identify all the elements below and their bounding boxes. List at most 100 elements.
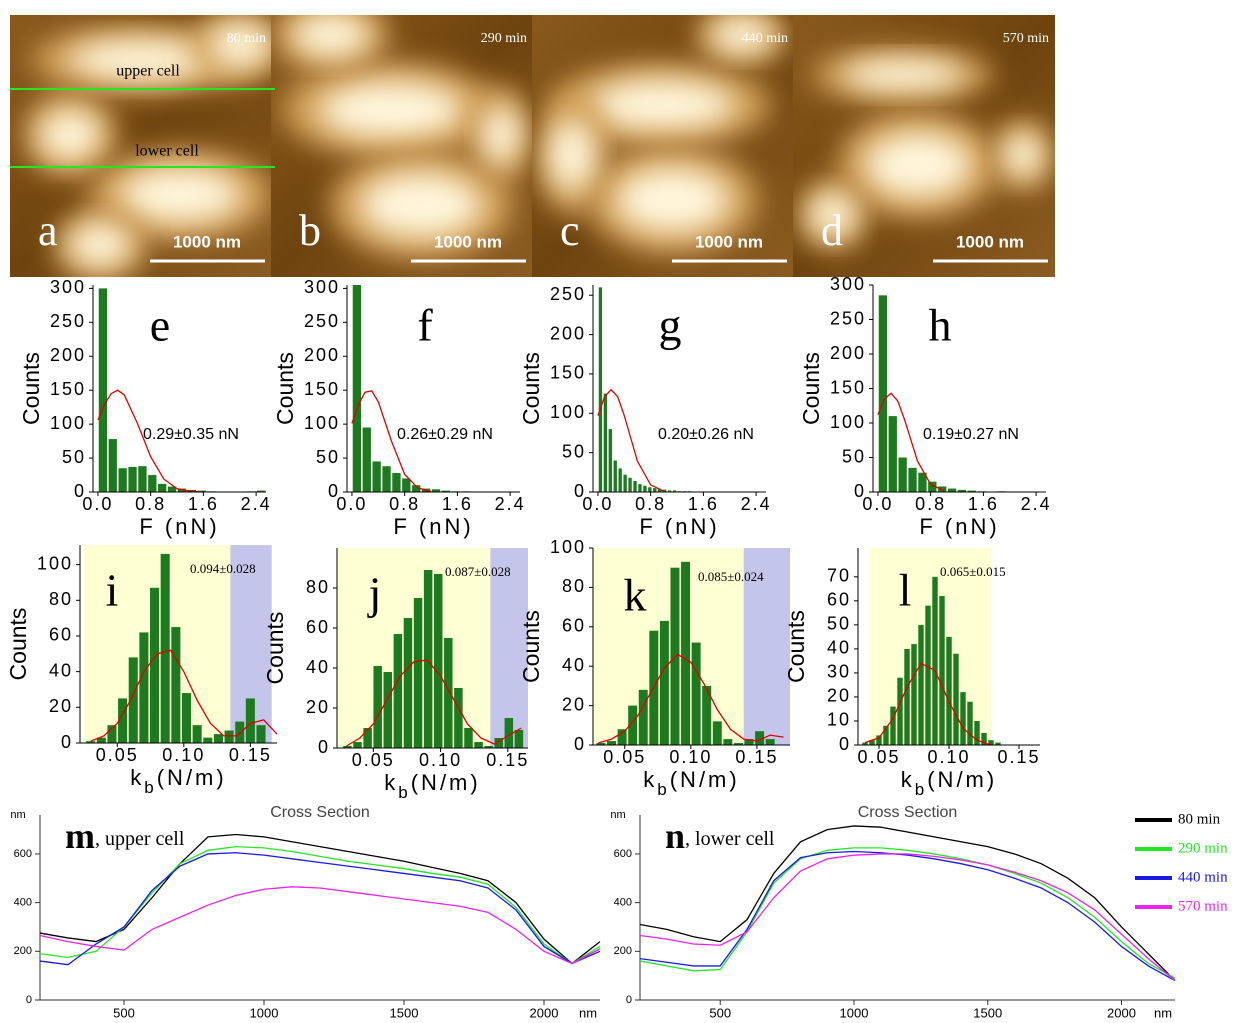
histogram-bar bbox=[171, 627, 181, 743]
histogram-bar bbox=[897, 677, 903, 745]
y-tick-label: 0 bbox=[26, 994, 32, 1006]
histogram-bar bbox=[213, 734, 223, 743]
histogram-bar bbox=[484, 746, 493, 748]
annotation: 0.085±0.024 bbox=[698, 569, 764, 584]
x-axis-label-part: (N/m) bbox=[411, 770, 481, 795]
x-axis-label: F (nN) bbox=[919, 514, 999, 539]
x-axis-label: kb(N/m) bbox=[384, 770, 480, 802]
x-tick-label: 1000 bbox=[840, 1005, 869, 1020]
annotation: 0.087±0.028 bbox=[445, 564, 511, 579]
y-tick-label: 60 bbox=[827, 590, 851, 610]
y-tick-label: 300 bbox=[304, 277, 340, 297]
histogram-bar bbox=[638, 689, 648, 745]
y-tick-label: 150 bbox=[830, 377, 866, 397]
histogram-bar bbox=[382, 466, 391, 492]
y-tick-label: 200 bbox=[550, 323, 586, 343]
cell bbox=[615, 168, 729, 232]
histogram-bar bbox=[608, 429, 612, 492]
legend-label: 440 min bbox=[1178, 869, 1228, 885]
x-axis-label: kb(N/m) bbox=[901, 767, 997, 799]
y-tick-label: 100 bbox=[830, 412, 866, 432]
y-tick-label: 60 bbox=[306, 617, 330, 637]
histogram-bar bbox=[363, 728, 372, 748]
x-tick-label: 1.6 bbox=[968, 494, 999, 514]
x-tick-label: 1.6 bbox=[188, 494, 219, 514]
histogram-bar bbox=[904, 648, 910, 745]
x-tick-label: 0.8 bbox=[635, 494, 666, 514]
panel-letter: g bbox=[659, 300, 682, 351]
y-axis-label: Counts bbox=[783, 610, 809, 683]
y-tick-label: 250 bbox=[550, 284, 586, 304]
y-tick-label: 600 bbox=[614, 848, 632, 860]
histogram-bar bbox=[373, 666, 382, 748]
panel-caption: , upper cell bbox=[95, 828, 185, 850]
histogram-bar bbox=[235, 721, 245, 743]
histogram-bar bbox=[681, 561, 691, 745]
y-tick-label: 600 bbox=[14, 848, 32, 860]
histogram-bar bbox=[967, 701, 973, 745]
histogram-bar bbox=[653, 488, 657, 492]
y-tick-label: 150 bbox=[304, 379, 340, 399]
cell bbox=[810, 194, 856, 236]
y-tick-label: 50 bbox=[62, 447, 86, 467]
histogram-bar bbox=[908, 467, 917, 492]
histogram-bar bbox=[667, 490, 672, 492]
x-tick-label: 0.05 bbox=[603, 747, 646, 767]
y-tick-label: 200 bbox=[50, 345, 86, 365]
fit-curve bbox=[864, 662, 992, 746]
x-tick-label: 500 bbox=[113, 1005, 135, 1020]
histogram-bar bbox=[613, 460, 617, 492]
panel-letter: h bbox=[929, 300, 952, 351]
x-tick-label: 2.4 bbox=[495, 494, 526, 514]
x-tick-label: 0.05 bbox=[857, 747, 900, 767]
histogram-bar bbox=[888, 416, 897, 492]
histogram-bar bbox=[755, 731, 765, 745]
histogram-bar bbox=[514, 730, 524, 748]
x-axis-label: F (nN) bbox=[393, 514, 473, 539]
y-tick-label: 100 bbox=[550, 537, 586, 557]
x-tick-label: 2000 bbox=[530, 1005, 559, 1020]
profile-line bbox=[39, 852, 601, 966]
histogram-bar bbox=[150, 587, 160, 743]
x-axis-label-part: b bbox=[144, 778, 156, 797]
annotation: 0.094±0.028 bbox=[190, 561, 256, 576]
x-tick-label: 2.4 bbox=[241, 494, 272, 514]
x-axis-label-part: k bbox=[130, 765, 144, 790]
y-tick-label: 300 bbox=[50, 277, 86, 297]
x-tick-label: 1.6 bbox=[442, 494, 473, 514]
histogram-bar bbox=[862, 742, 868, 745]
y-tick-label: 60 bbox=[49, 625, 73, 645]
y-tick-label: 70 bbox=[827, 566, 851, 586]
panel-label: m, upper cell bbox=[65, 816, 185, 856]
y-tick-label: 100 bbox=[550, 402, 586, 422]
panel-letter: f bbox=[417, 300, 433, 351]
x-tick-label: 0.10 bbox=[162, 745, 205, 765]
annotation: 0.20±0.26 nN bbox=[658, 426, 754, 443]
histogram-bar bbox=[203, 737, 213, 743]
histogram-bar bbox=[603, 393, 608, 492]
y-tick-label: 20 bbox=[306, 697, 330, 717]
cell bbox=[590, 80, 734, 130]
y-tick-label: 100 bbox=[37, 553, 73, 573]
y-tick-label: 300 bbox=[830, 274, 866, 294]
x-unit: nm bbox=[579, 1005, 597, 1020]
histogram-bar bbox=[494, 738, 503, 748]
x-tick-label: 0.8 bbox=[135, 494, 166, 514]
x-tick-label: 0.10 bbox=[927, 747, 970, 767]
histogram-bar bbox=[733, 743, 743, 745]
y-tick-label: 50 bbox=[842, 446, 866, 466]
panel-letter: e bbox=[150, 300, 170, 351]
histogram-bar bbox=[702, 685, 712, 745]
histogram-bar bbox=[160, 553, 170, 743]
histogram-bar bbox=[744, 739, 754, 745]
histogram-bar bbox=[628, 477, 632, 492]
time-label: 290 min bbox=[481, 31, 527, 46]
fit-curve bbox=[877, 392, 945, 492]
x-tick-label: 1500 bbox=[973, 1005, 1002, 1020]
y-tick-label: 0 bbox=[318, 737, 330, 757]
histogram-bar bbox=[658, 488, 662, 492]
histogram-bar bbox=[981, 732, 987, 745]
cell bbox=[361, 173, 481, 237]
panel-letter: i bbox=[106, 565, 119, 616]
